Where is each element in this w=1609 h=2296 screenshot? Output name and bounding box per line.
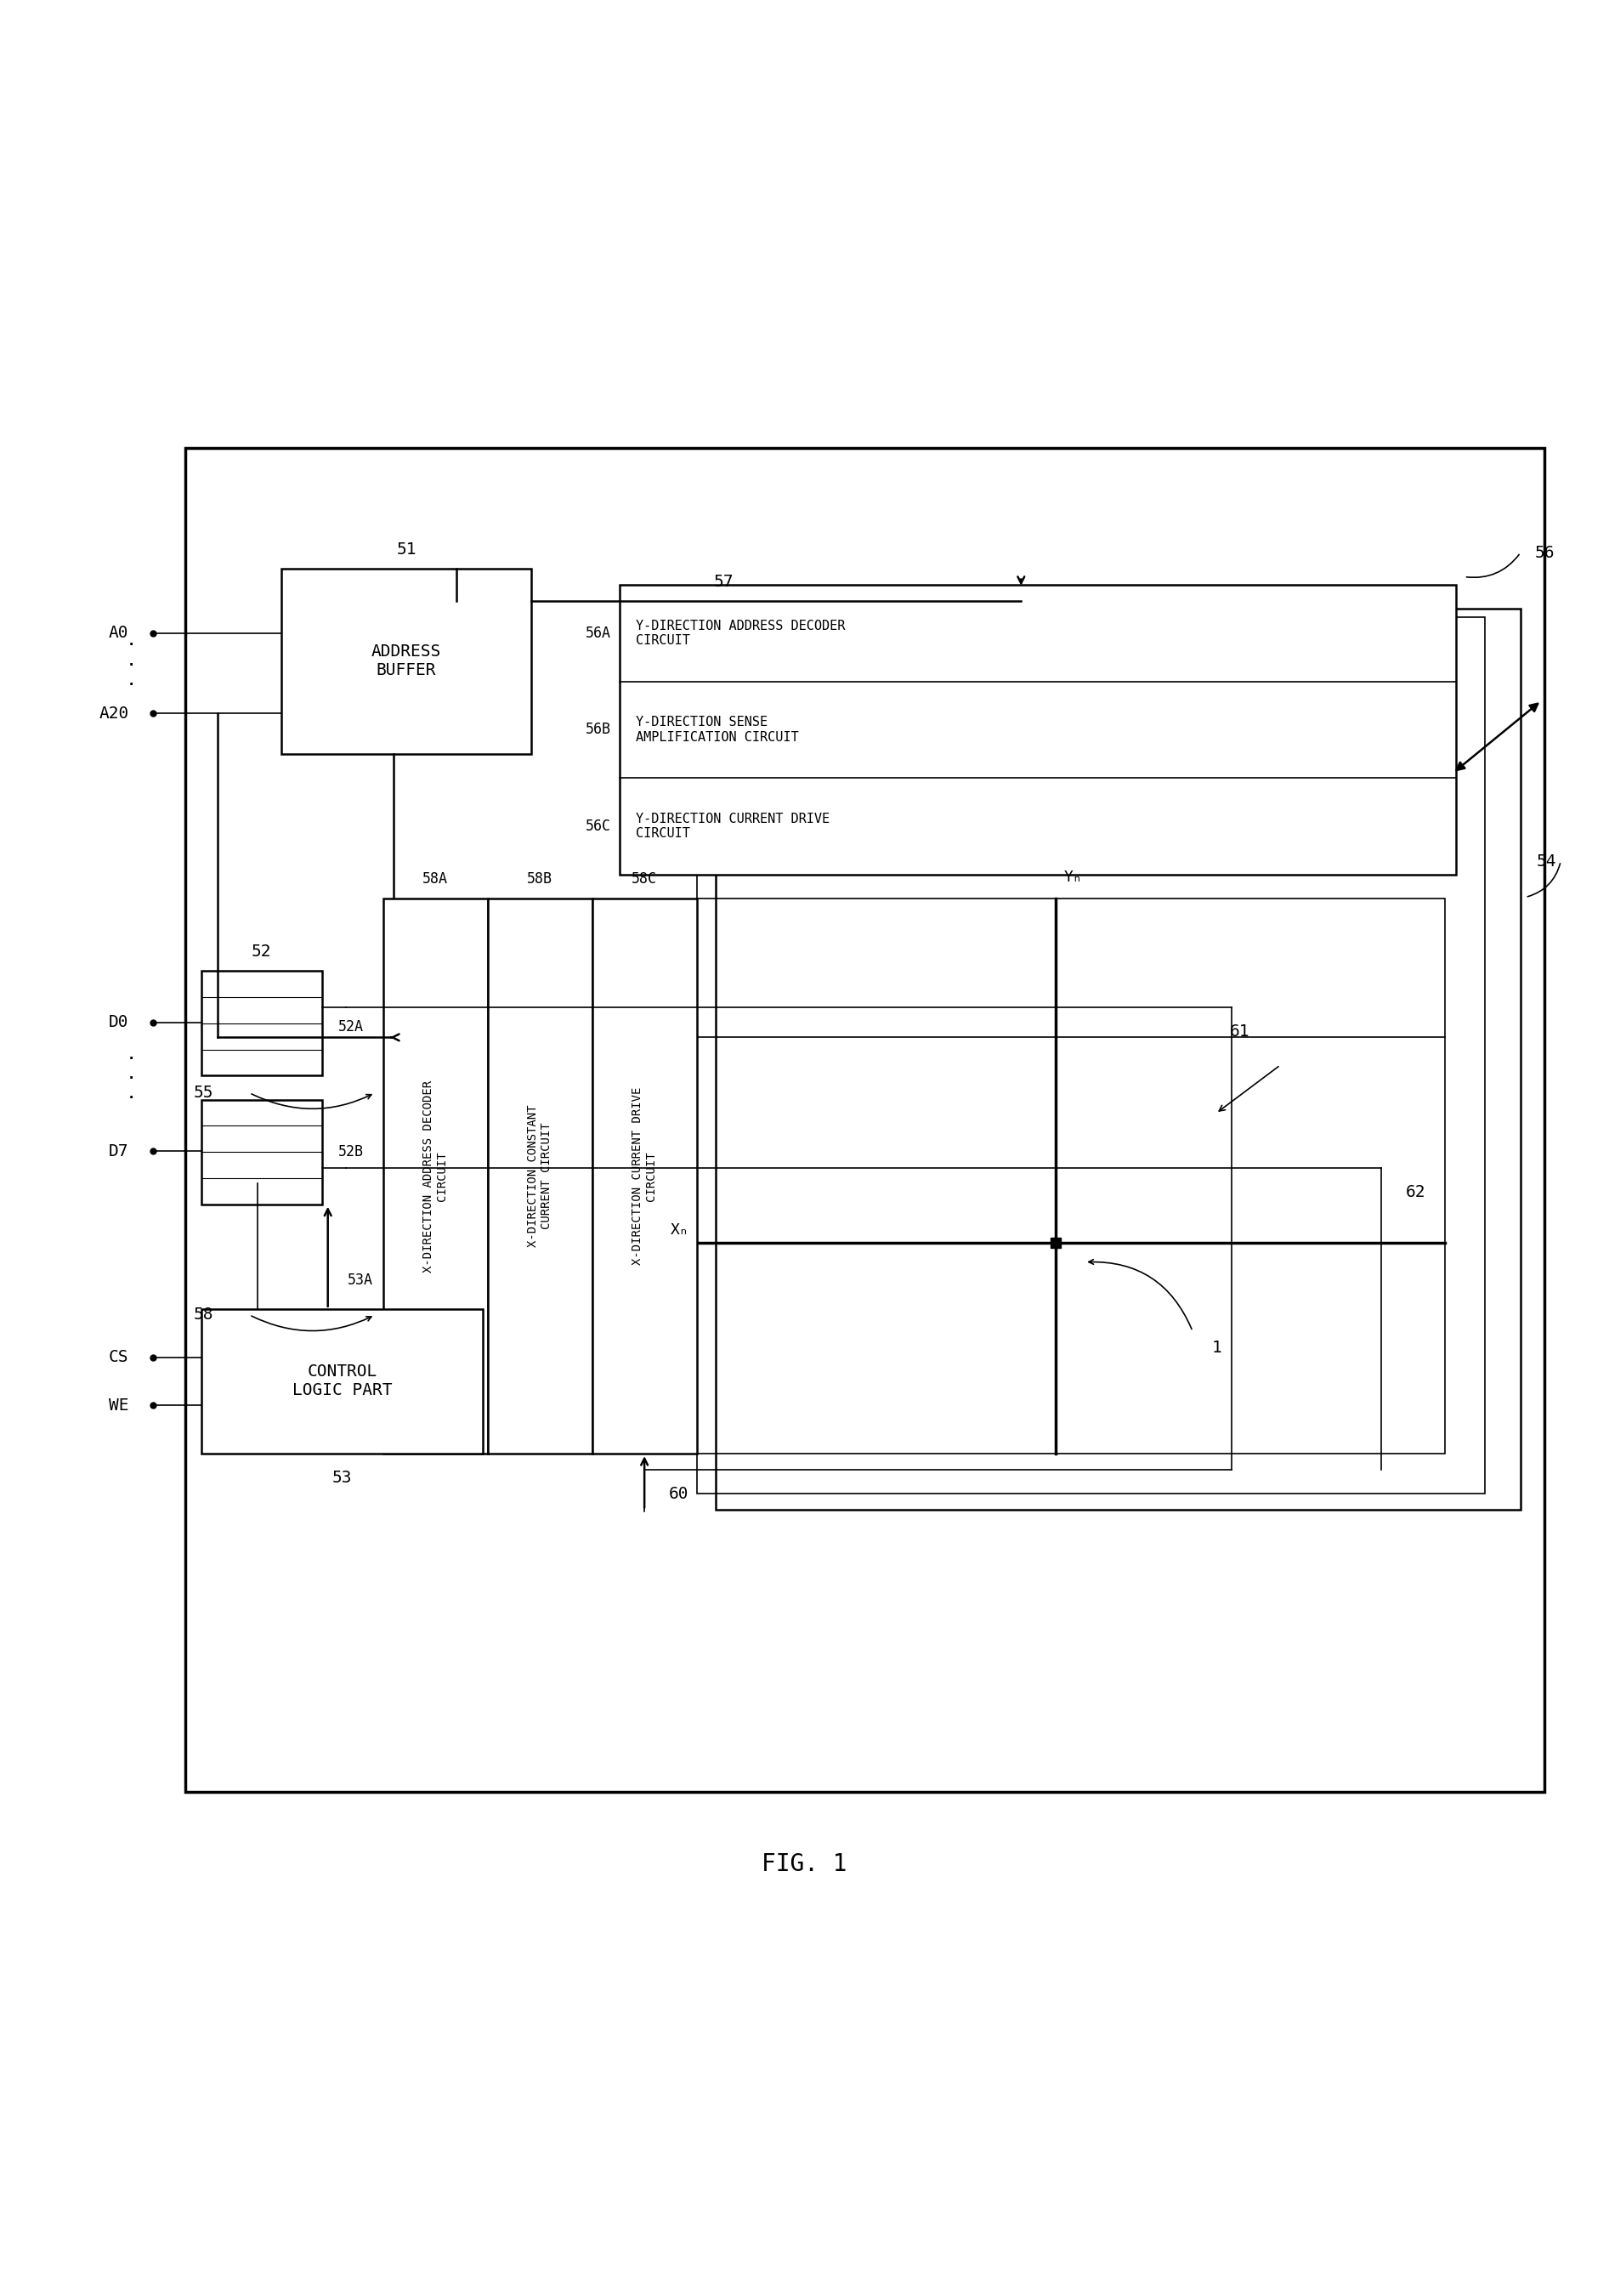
Bar bbox=[619, 585, 1456, 875]
Text: 58A: 58A bbox=[423, 872, 447, 886]
Text: 51: 51 bbox=[396, 542, 417, 558]
Text: X-DIRECTION CURRENT DRIVE
CIRCUIT: X-DIRECTION CURRENT DRIVE CIRCUIT bbox=[632, 1088, 656, 1265]
Bar bbox=[697, 618, 1485, 1495]
Bar bbox=[201, 1309, 483, 1453]
Bar bbox=[201, 971, 322, 1075]
Text: FIG. 1: FIG. 1 bbox=[761, 1853, 848, 1876]
Text: 53A: 53A bbox=[348, 1272, 373, 1288]
Text: A20: A20 bbox=[98, 705, 129, 721]
Text: Y-DIRECTION CURRENT DRIVE
CIRCUIT: Y-DIRECTION CURRENT DRIVE CIRCUIT bbox=[636, 813, 830, 840]
Text: D7: D7 bbox=[109, 1143, 129, 1159]
Bar bbox=[592, 898, 697, 1453]
Text: 58C: 58C bbox=[632, 872, 656, 886]
Text: 60: 60 bbox=[669, 1486, 689, 1502]
Text: 56: 56 bbox=[1535, 544, 1554, 560]
Text: WE: WE bbox=[109, 1398, 129, 1414]
Text: Yₙ: Yₙ bbox=[1064, 870, 1083, 886]
Bar bbox=[282, 569, 531, 753]
Text: Y-DIRECTION SENSE
AMPLIFICATION CIRCUIT: Y-DIRECTION SENSE AMPLIFICATION CIRCUIT bbox=[636, 716, 798, 744]
Text: 57: 57 bbox=[714, 574, 734, 590]
Text: 58B: 58B bbox=[528, 872, 552, 886]
Text: 61: 61 bbox=[1229, 1024, 1250, 1040]
Text: 56A: 56A bbox=[586, 625, 611, 641]
Text: X-DIRECTION CONSTANT
CURRENT CIRCUIT: X-DIRECTION CONSTANT CURRENT CIRCUIT bbox=[528, 1104, 552, 1247]
Text: 58: 58 bbox=[193, 1306, 212, 1322]
Text: 52B: 52B bbox=[338, 1143, 364, 1159]
Bar bbox=[383, 898, 488, 1453]
Text: ·
·
·: · · · bbox=[126, 1052, 137, 1107]
Text: 54: 54 bbox=[1537, 854, 1556, 870]
Text: 62: 62 bbox=[1406, 1185, 1426, 1201]
Text: X-DIRECTION ADDRESS DECODER
CIRCUIT: X-DIRECTION ADDRESS DECODER CIRCUIT bbox=[423, 1079, 447, 1272]
Text: ·
·
·: · · · bbox=[126, 636, 137, 693]
Text: 55: 55 bbox=[193, 1084, 212, 1102]
Text: A0: A0 bbox=[109, 625, 129, 641]
Text: Xₙ: Xₙ bbox=[671, 1221, 689, 1238]
Bar bbox=[185, 448, 1545, 1791]
Text: 52A: 52A bbox=[338, 1019, 364, 1035]
Text: ADDRESS
BUFFER: ADDRESS BUFFER bbox=[372, 643, 441, 680]
Text: 52: 52 bbox=[251, 944, 272, 960]
Bar bbox=[716, 608, 1521, 1511]
Text: D0: D0 bbox=[109, 1015, 129, 1031]
Text: Y-DIRECTION ADDRESS DECODER
CIRCUIT: Y-DIRECTION ADDRESS DECODER CIRCUIT bbox=[636, 620, 845, 647]
Text: 53: 53 bbox=[331, 1469, 352, 1486]
Text: CS: CS bbox=[109, 1350, 129, 1366]
Text: 56B: 56B bbox=[586, 721, 611, 737]
Bar bbox=[697, 898, 1445, 1453]
Text: CONTROL
LOGIC PART: CONTROL LOGIC PART bbox=[291, 1364, 393, 1398]
Text: 1: 1 bbox=[1212, 1339, 1221, 1355]
Bar bbox=[488, 898, 592, 1453]
Text: 56C: 56C bbox=[586, 817, 611, 833]
Bar bbox=[201, 1100, 322, 1205]
